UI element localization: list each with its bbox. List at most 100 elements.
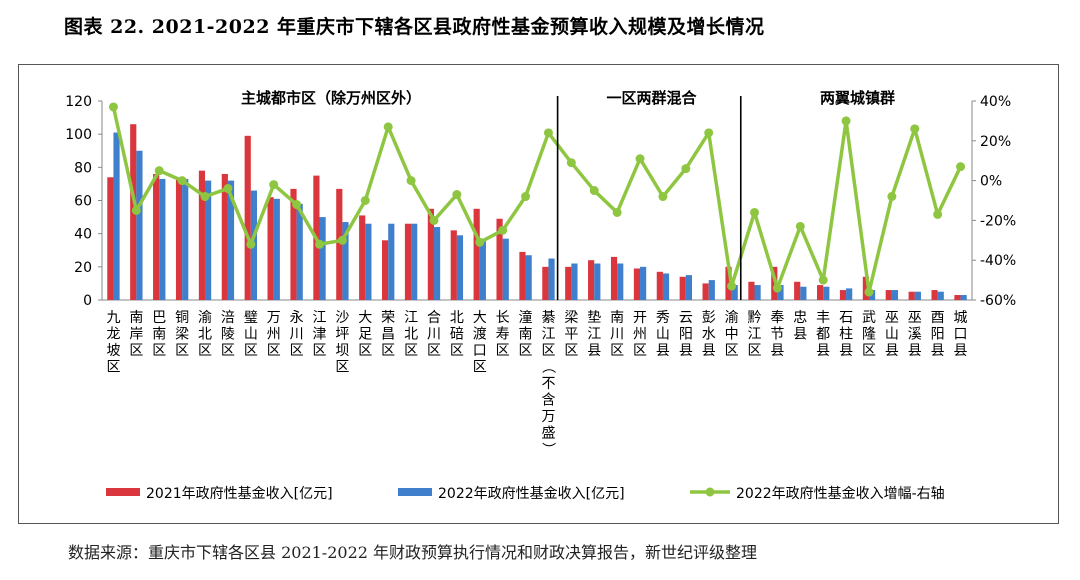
growth-point (864, 287, 874, 297)
bar-2022 (685, 275, 692, 300)
bar-2022 (891, 290, 899, 300)
category-label: 涪 (221, 310, 235, 326)
category-label: 铜 (175, 310, 189, 326)
category-label: 永 (290, 310, 304, 326)
growth-point (360, 196, 370, 205)
category-label: 江 (404, 310, 418, 326)
bar-2021 (267, 197, 274, 300)
growth-point (521, 192, 531, 202)
category-label: 陵 (221, 327, 235, 343)
bar-2021 (153, 173, 160, 300)
category-label: 大 (358, 310, 372, 326)
bar-2021 (404, 223, 412, 300)
y-right-tick-label: -20% (980, 213, 1016, 229)
category-label: 黔 (748, 310, 762, 326)
growth-point (154, 166, 164, 176)
category-label: 忠 (793, 310, 807, 326)
bar-2022 (182, 178, 189, 300)
legend-marker-growth (705, 487, 715, 497)
category-label: 荣 (381, 310, 395, 326)
category-label: 区 (313, 343, 327, 359)
growth-point (956, 162, 966, 172)
category-label: 山 (885, 327, 899, 343)
bar-2022 (548, 258, 555, 300)
bar-2022 (136, 150, 143, 300)
bar-2022 (479, 238, 486, 300)
category-label: 昌 (381, 327, 395, 343)
growth-point (498, 225, 508, 235)
growth-point (406, 176, 416, 186)
category-label: 山 (244, 327, 258, 343)
bar-2021 (565, 266, 572, 300)
category-label: 南 (610, 310, 624, 326)
chart: 0 20 40 60 80 100 120 -60% -40% -20% 0% 20% 40% 主城都市区… (65, 89, 1016, 502)
bar-2021 (794, 281, 801, 300)
category-label: 不 (541, 376, 555, 392)
bar-2022 (227, 180, 235, 300)
category-label: 区 (450, 343, 464, 359)
bar-2022 (205, 180, 212, 300)
growth-point (887, 192, 897, 202)
category-label: 巫 (908, 310, 922, 326)
bar-2021 (473, 208, 480, 300)
category-label: 合 (427, 310, 441, 326)
growth-line (111, 106, 963, 294)
bar-2022 (754, 285, 761, 300)
growth-point (589, 186, 599, 196)
bar-2021 (748, 281, 755, 300)
growth-point (658, 192, 668, 202)
y-right-tick-label: -40% (980, 253, 1016, 269)
y-left-tick-label: 60 (74, 194, 92, 210)
category-label: 区 (198, 343, 212, 359)
y-left-tick-label: 120 (65, 94, 92, 110)
category-label: 区 (335, 360, 349, 376)
bar-2021 (885, 290, 892, 300)
category-label: 渝 (198, 310, 212, 326)
growth-point (337, 235, 347, 245)
category-label: 岸 (129, 327, 143, 343)
category-label: 区 (519, 343, 533, 359)
category-label: 区 (404, 343, 418, 359)
category-label: 渝 (725, 310, 739, 326)
bar-2022 (617, 263, 624, 300)
category-label: 梁 (175, 327, 189, 343)
category-label: 区 (129, 343, 143, 359)
category-label: 区 (610, 343, 624, 359)
category-label: 县 (770, 343, 784, 359)
category-label: 城 (954, 310, 968, 326)
category-label: 县 (816, 343, 830, 359)
bar-2021 (839, 290, 847, 300)
bar-2021 (862, 276, 869, 300)
category-label: 坪 (335, 327, 349, 343)
category-label: 津 (313, 327, 327, 343)
category-label: 巴 (152, 310, 166, 326)
category-label: 万 (267, 310, 281, 326)
category-label: 溪 (908, 327, 922, 343)
growth-point (475, 237, 485, 247)
bar-2022 (571, 263, 578, 300)
category-label: 州 (267, 327, 281, 343)
category-label: 县 (839, 343, 853, 359)
category-label: 中 (725, 327, 739, 343)
growth-point (841, 116, 851, 126)
growth-point (818, 275, 828, 285)
category-label: 区 (633, 343, 647, 359)
y-right-tick-label: -60% (980, 293, 1016, 309)
growth-point (933, 209, 943, 219)
bar-2022 (502, 238, 509, 300)
bar-2021 (450, 230, 457, 300)
y-left-tick-label: 20 (74, 260, 92, 276)
bar-2022 (914, 291, 921, 300)
bar-2022 (456, 235, 464, 300)
legend-label-2021: 2021年政府性基金收入[亿元] (146, 485, 333, 502)
legend-swatch-2021 (106, 488, 140, 496)
category-label: 石 (839, 310, 853, 326)
chart-frame (18, 64, 1059, 524)
legend-label-2022: 2022年政府性基金收入[亿元] (438, 485, 625, 502)
category-label: 区 (152, 343, 166, 359)
category-label: 北 (404, 327, 418, 343)
category-label: 柱 (839, 327, 853, 343)
bar-2021 (198, 170, 206, 300)
growth-point (315, 239, 324, 249)
category-label: 口 (954, 327, 968, 343)
